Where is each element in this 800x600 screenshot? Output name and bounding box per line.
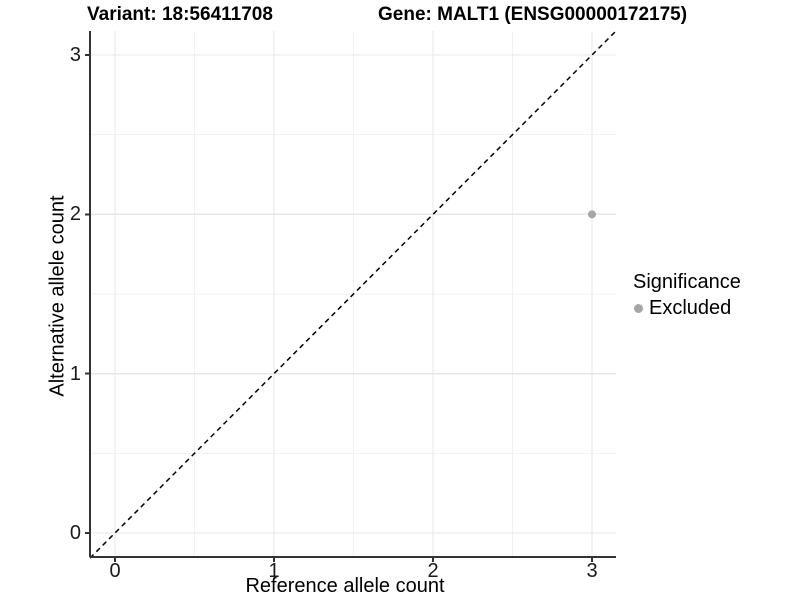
legend-item-label: Excluded [649, 297, 732, 319]
y-tick-label: 1 [69, 362, 81, 385]
x-tick-label: 3 [586, 560, 598, 582]
gene-title: Gene: MALT1 (ENSG00000172175) [378, 4, 688, 25]
axis-lines [89, 31, 616, 558]
y-axis-title: Alternative allele count [46, 195, 69, 397]
legend-item-excluded: Excluded [633, 296, 741, 320]
identity-line [89, 30, 617, 559]
axis-tick-marks [85, 54, 593, 562]
major-gridlines [90, 31, 616, 557]
y-tick-label: 3 [69, 44, 81, 66]
x-axis-title: Reference allele count [245, 575, 445, 597]
data-point [588, 210, 596, 219]
y-tick-label: 2 [69, 203, 81, 226]
y-tick-label: 0 [69, 522, 81, 544]
x-tick-label: 1 [268, 560, 280, 582]
x-tick-label: 2 [427, 560, 439, 582]
legend: Significance Excluded [633, 270, 741, 320]
data-points [588, 210, 596, 219]
legend-title: Significance [633, 271, 741, 293]
excluded-point-icon [634, 303, 643, 313]
variant-title: Variant: 18:56411708 [87, 4, 273, 25]
identity-reference-line [89, 30, 617, 559]
minor-gridlines [90, 31, 616, 557]
x-tick-label: 0 [109, 560, 121, 582]
